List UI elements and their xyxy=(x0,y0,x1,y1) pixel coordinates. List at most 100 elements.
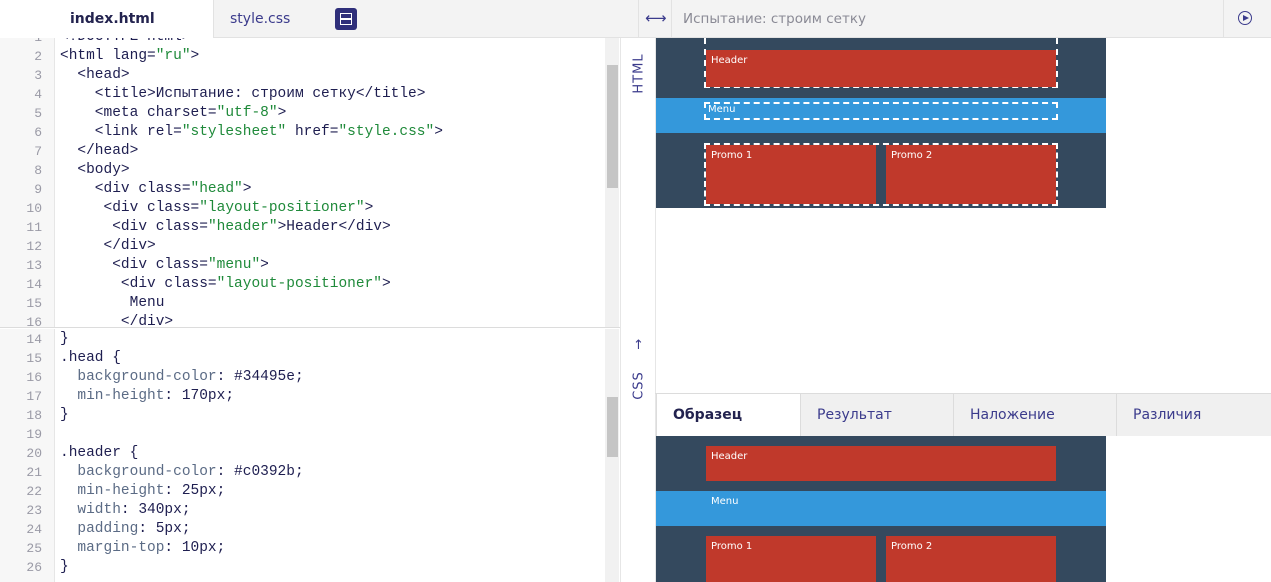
code-line: 9 <div class="head"> xyxy=(0,180,600,199)
preview-promo: Promo 2 xyxy=(886,145,1056,204)
code-line: 2 <html lang="ru"> xyxy=(0,47,600,66)
code-text: <html lang="ru"> xyxy=(60,48,200,64)
code-line: 23 width: 340px; xyxy=(0,501,600,520)
code-token: "layout-positioner" xyxy=(199,200,365,216)
gutter xyxy=(0,329,55,582)
code-line: 15 .head { xyxy=(0,349,600,368)
line-number: 23 xyxy=(26,503,42,518)
code-line: 22 min-height: 25px; xyxy=(0,482,600,501)
code-token: "utf-8" xyxy=(216,105,278,121)
code-text: Menu xyxy=(60,295,165,311)
run-button[interactable] xyxy=(1238,11,1252,25)
code-text: </div> xyxy=(60,314,174,328)
preview-bar: ⟷ xyxy=(638,0,1271,38)
code-line: 4 <title>Испытание: строим сетку</title> xyxy=(0,85,600,104)
line-number: 2 xyxy=(34,49,42,64)
code-line: 21 background-color: #c0392b; xyxy=(0,463,600,482)
code-line: 20 .header { xyxy=(0,444,600,463)
view-tab[interactable]: Различия xyxy=(1116,394,1271,436)
preview-header: Header xyxy=(706,50,1056,87)
line-number: 15 xyxy=(26,296,42,311)
line-number: 16 xyxy=(26,315,42,328)
file-tab[interactable]: index.html xyxy=(0,0,214,38)
divider xyxy=(671,0,672,38)
code-text: background-color: #c0392b; xyxy=(77,464,304,480)
code-token: "layout-positioner" xyxy=(216,276,382,292)
arrow-icon[interactable]: ↑ xyxy=(633,338,644,353)
code-text: <link rel="stylesheet" href="style.css"> xyxy=(60,124,443,140)
code-line: 10 <div class="layout-positioner"> xyxy=(0,199,600,218)
code-line: 11 <div class="header">Header</div> xyxy=(0,218,600,237)
line-number: 1 xyxy=(0,38,42,47)
html-editor[interactable]: 1 <!DOCTYPE html> 2 <html lang="ru"> 3 <head… xyxy=(0,38,620,328)
code-text: } xyxy=(60,331,69,347)
code-text: width: 340px; xyxy=(77,502,191,518)
code-line: 6 <link rel="stylesheet" href="style.css… xyxy=(0,123,600,142)
code-token: "ru" xyxy=(155,48,191,64)
sample-promo: Promo 1 xyxy=(706,536,876,582)
scrollbar[interactable] xyxy=(605,329,619,582)
line-number: 20 xyxy=(26,446,42,461)
line-number: 14 xyxy=(26,277,42,292)
code-line: 25 margin-top: 10px; xyxy=(0,539,600,558)
code-text: .header { xyxy=(60,445,139,461)
outline xyxy=(704,143,1058,206)
code-line: 15 Menu xyxy=(0,294,600,313)
code-line: 13 <div class="menu"> xyxy=(0,256,600,275)
line-number: 26 xyxy=(26,560,42,575)
code-token: width xyxy=(77,502,121,518)
divider xyxy=(655,393,1271,394)
code-token: "stylesheet" xyxy=(181,124,287,140)
code-token: margin-top xyxy=(77,540,165,556)
view-tab[interactable]: Образец xyxy=(656,394,801,436)
code-text: .head { xyxy=(60,350,121,366)
code-text: <div class="layout-positioner"> xyxy=(60,276,391,292)
code-line: 1 <!DOCTYPE html> xyxy=(0,38,600,47)
css-label[interactable]: CSS xyxy=(631,371,647,400)
scrollbar[interactable] xyxy=(605,38,619,327)
code-line: 26} xyxy=(0,558,600,577)
scroll-thumb[interactable] xyxy=(607,397,618,457)
view-tab[interactable]: Результат xyxy=(800,394,954,436)
code-text: } xyxy=(60,559,69,575)
code-line: 17 min-height: 170px; xyxy=(0,387,600,406)
file-tab[interactable]: style.css xyxy=(230,11,291,27)
preview-title: Испытание: строим сетку xyxy=(683,11,866,27)
code-token: "menu" xyxy=(207,257,261,273)
code-token: min-height xyxy=(77,388,165,404)
view-tab[interactable]: Наложение xyxy=(953,394,1117,436)
code-text: <body> xyxy=(60,162,130,178)
divider xyxy=(1223,0,1224,38)
sample-head: Header Menu Promo 1 Promo 2 xyxy=(656,436,1106,582)
line-number: 11 xyxy=(26,220,42,235)
code-line: 14 <div class="layout-positioner"> xyxy=(0,275,600,294)
line-number: 3 xyxy=(34,68,42,83)
line-number: 24 xyxy=(26,522,42,537)
code-text: <meta charset="utf-8"> xyxy=(60,105,287,121)
scroll-thumb[interactable] xyxy=(607,65,618,188)
sample-promo: Promo 2 xyxy=(886,536,1056,582)
line-number: 4 xyxy=(34,87,42,102)
line-number: 7 xyxy=(34,144,42,159)
line-number: 22 xyxy=(26,484,42,499)
line-number: 8 xyxy=(34,163,42,178)
css-editor[interactable]: 14} 15 .head {16 background-color: #34495e… xyxy=(0,329,620,582)
line-number: 21 xyxy=(26,465,42,480)
code-text: background-color: #34495e; xyxy=(77,369,304,385)
line-number: 16 xyxy=(26,370,42,385)
line-number: 18 xyxy=(26,408,42,423)
code-line: 5 <meta charset="utf-8"> xyxy=(0,104,600,123)
code-token: "head" xyxy=(190,181,243,197)
sample-menu: Menu xyxy=(656,491,1106,526)
layout-toggle[interactable] xyxy=(335,8,357,30)
code-text: </head> xyxy=(60,143,139,159)
panel-switch: HTML ↑ CSS xyxy=(620,38,656,582)
html-label[interactable]: HTML xyxy=(631,53,647,94)
line-number: 5 xyxy=(34,106,42,121)
resize-icon[interactable]: ⟷ xyxy=(645,9,667,27)
code-token: background-color xyxy=(77,464,217,480)
layout-icon xyxy=(340,18,352,20)
outline xyxy=(704,38,1058,88)
code-token: min-height xyxy=(77,483,165,499)
